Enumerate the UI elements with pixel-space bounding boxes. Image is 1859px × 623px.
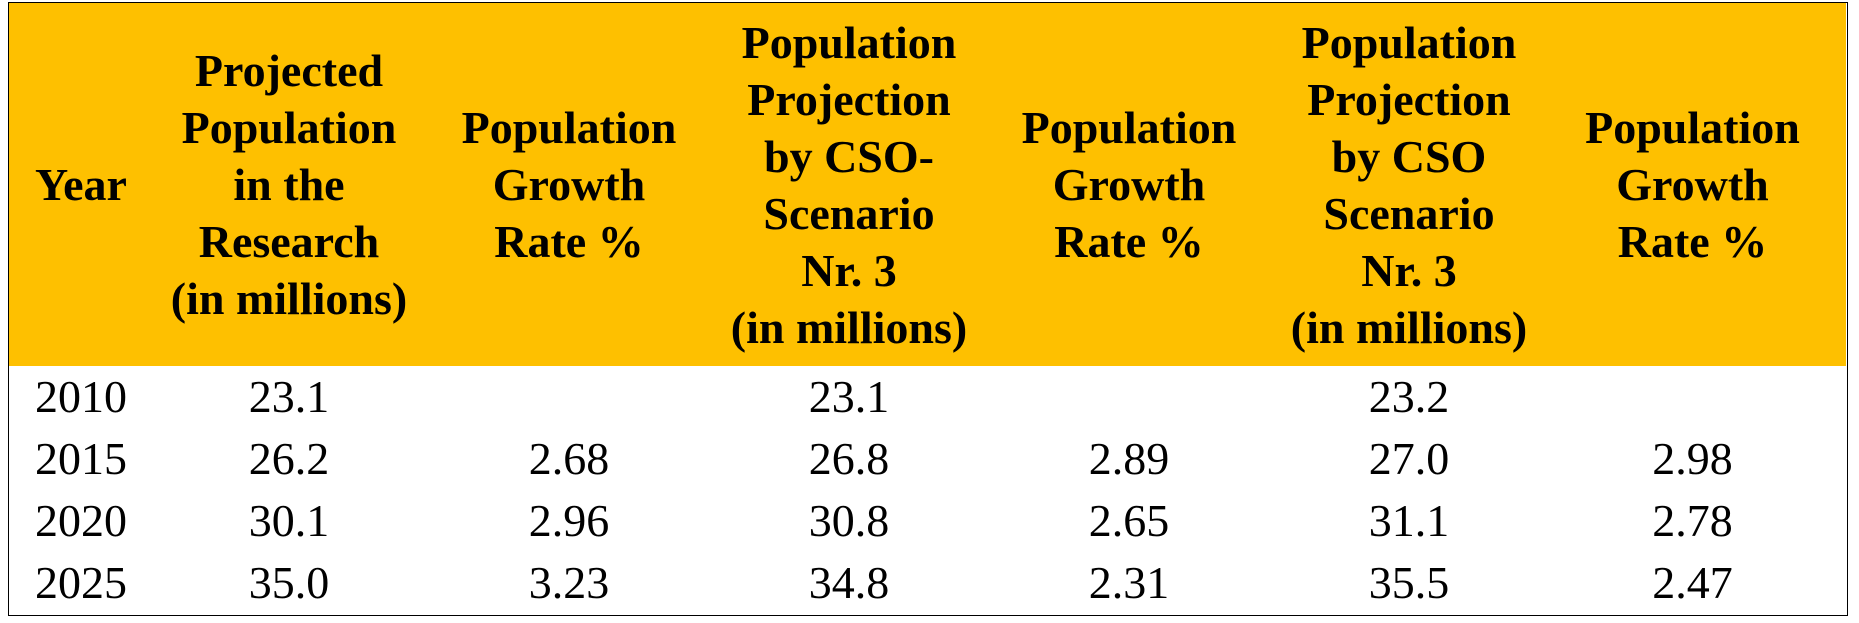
table-cell: 2.78 [1652, 495, 1733, 546]
column-header-growth-rate-cso-a: Population Growth Rate % [1021, 102, 1237, 267]
table-cell: 2.31 [1088, 557, 1170, 608]
table-row: 2010 23.1 23.1 23.2 [9, 366, 1846, 428]
table-cell: 2.96 [528, 495, 610, 546]
table-cell: 26.2 [248, 433, 330, 484]
column-header-projected-population-research: Projected Population in the Research (in… [170, 45, 408, 324]
population-projection-table: Year Projected Population in the Researc… [9, 3, 1846, 614]
table-cell: 30.1 [248, 495, 330, 546]
table-cell: 34.8 [808, 557, 890, 608]
table-cell: 26.8 [808, 433, 890, 484]
table-cell: 2.68 [528, 433, 610, 484]
column-header-growth-rate-research: Population Growth Rate % [461, 102, 677, 267]
table-cell-year: 2010 [35, 371, 127, 422]
table-cell: 23.1 [808, 371, 890, 422]
table-cell: 23.1 [248, 371, 330, 422]
table-cell: 3.23 [528, 557, 610, 608]
column-header-cso-scenario-projection-a: Population Projection by CSO- Scenario N… [730, 16, 968, 353]
column-header-cso-scenario-projection-b: Population Projection by CSO Scenario Nr… [1290, 16, 1528, 353]
table-cell [979, 366, 1279, 428]
table-cell: 23.2 [1368, 371, 1450, 422]
table-cell-year: 2020 [35, 495, 127, 546]
table-header-row: Year Projected Population in the Researc… [9, 3, 1846, 366]
column-header-year: Year [35, 159, 127, 210]
column-header-growth-rate-cso-b: Population Growth Rate % [1585, 102, 1800, 267]
table-cell: 31.1 [1368, 495, 1450, 546]
table-cell: 2.65 [1088, 495, 1170, 546]
table-row: 2015 26.2 2.68 26.8 2.89 27.0 2.98 [9, 428, 1846, 490]
table-row: 2020 30.1 2.96 30.8 2.65 31.1 2.78 [9, 490, 1846, 552]
table-cell-year: 2015 [35, 433, 127, 484]
table-cell [1539, 366, 1846, 428]
table-cell: 35.5 [1368, 557, 1450, 608]
table-cell: 2.47 [1652, 557, 1733, 608]
table-cell [419, 366, 719, 428]
table-cell: 2.89 [1088, 433, 1170, 484]
table-cell: 35.0 [248, 557, 330, 608]
table-cell: 2.98 [1652, 433, 1733, 484]
table-cell-year: 2025 [35, 557, 127, 608]
table-cell: 30.8 [808, 495, 890, 546]
table-cell: 27.0 [1368, 433, 1450, 484]
table-row: 2025 35.0 3.23 34.8 2.31 35.5 2.47 [9, 552, 1846, 614]
population-table-frame: Year Projected Population in the Researc… [8, 2, 1848, 616]
